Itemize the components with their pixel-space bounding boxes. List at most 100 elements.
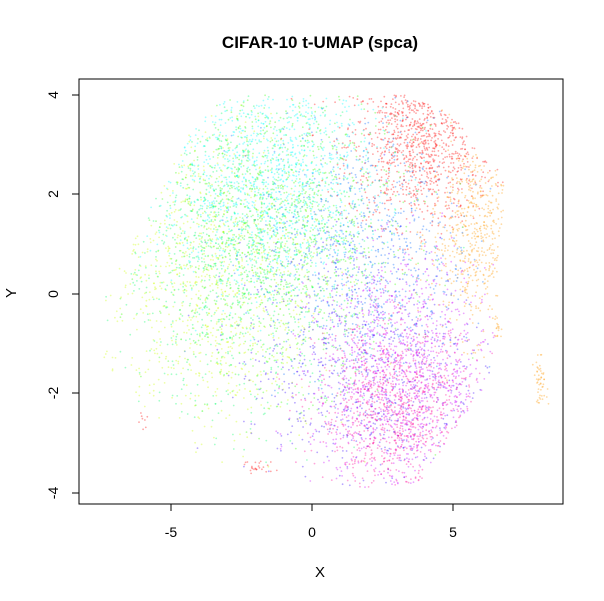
data-point [168,313,170,316]
data-point [434,139,437,142]
data-point [331,144,334,147]
data-point [327,209,330,212]
data-point [119,350,122,353]
data-point [396,127,399,130]
data-point [280,218,283,221]
data-point [298,277,300,280]
data-point [240,104,243,107]
data-point [477,235,480,238]
data-point [159,226,161,228]
data-point [475,241,478,244]
data-point [215,292,218,294]
data-point [425,132,428,135]
data-point [197,213,200,216]
data-point [471,202,474,205]
data-point [217,128,220,131]
data-point [500,216,503,219]
chart-title: CIFAR-10 t-UMAP (spca) [222,33,418,52]
data-point [295,313,298,316]
data-point [290,232,293,235]
data-point [158,231,161,234]
data-point [187,358,190,361]
data-point [221,152,224,155]
data-point [237,242,240,245]
data-point [270,265,272,268]
data-point [370,138,373,140]
data-point [215,309,218,312]
data-point [427,177,430,179]
data-point [248,168,251,171]
data-point [231,390,234,393]
data-point [410,211,413,214]
data-point [365,154,367,157]
data-point [189,266,192,269]
data-point [414,166,417,169]
data-point [192,221,195,224]
data-point [348,172,351,175]
data-point [327,230,330,233]
data-point [484,287,487,290]
data-point [198,374,201,377]
data-point [274,208,277,211]
data-point [455,224,458,227]
data-point [308,188,311,190]
data-point [297,213,299,216]
data-point [324,207,327,210]
data-point [452,231,454,234]
data-point [454,336,456,339]
data-point [232,433,234,436]
data-point [341,147,343,149]
data-point [312,200,315,203]
data-point [222,231,225,234]
data-point [460,250,462,253]
data-point [395,95,397,98]
data-point [353,206,356,208]
data-point [220,280,222,283]
data-point [409,123,412,126]
data-point [219,326,222,329]
data-point [408,141,411,144]
data-point [352,132,355,134]
data-point [396,119,399,121]
data-point [483,224,486,227]
data-point [347,327,350,330]
data-point [262,188,265,190]
data-point [250,110,253,112]
data-point [495,184,498,187]
data-point [277,255,280,257]
data-point [231,233,234,236]
data-point [491,243,494,246]
data-point [434,132,437,135]
data-point [394,115,397,117]
data-point [419,155,422,158]
data-point [304,340,307,343]
data-point [286,265,289,268]
data-point [133,284,136,286]
data-point [174,340,177,343]
data-point [489,244,492,247]
data-point [267,96,270,98]
data-point [190,310,193,313]
data-point [429,135,431,138]
data-point [204,275,207,278]
data-point [215,283,218,285]
data-point [463,224,466,227]
data-point [374,111,377,114]
data-point [411,159,414,161]
data-point [236,242,239,245]
data-point [462,223,465,226]
data-point [219,373,222,375]
data-point [474,164,477,167]
data-point [468,166,470,168]
data-point [204,265,206,268]
data-point [406,143,409,146]
data-point [231,116,234,119]
data-point [423,102,426,105]
data-point [429,112,432,115]
data-point [170,211,173,214]
data-point [466,339,469,342]
data-point [201,410,204,412]
data-point [365,274,368,277]
data-point [155,287,157,290]
data-point [310,257,313,259]
